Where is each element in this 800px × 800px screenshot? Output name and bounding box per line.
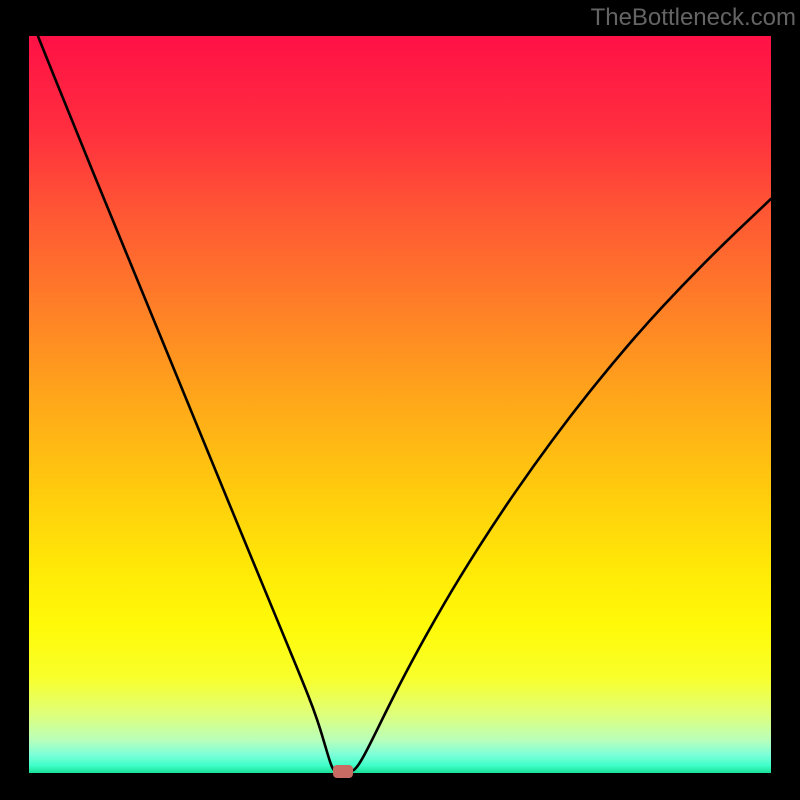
watermark-text: TheBottleneck.com: [591, 4, 796, 31]
plot-svg: [29, 36, 771, 773]
plot-area: [29, 36, 771, 773]
bottleneck-curve: [38, 36, 771, 772]
trough-marker: [333, 765, 353, 778]
watermark: TheBottleneck.com: [591, 4, 796, 32]
